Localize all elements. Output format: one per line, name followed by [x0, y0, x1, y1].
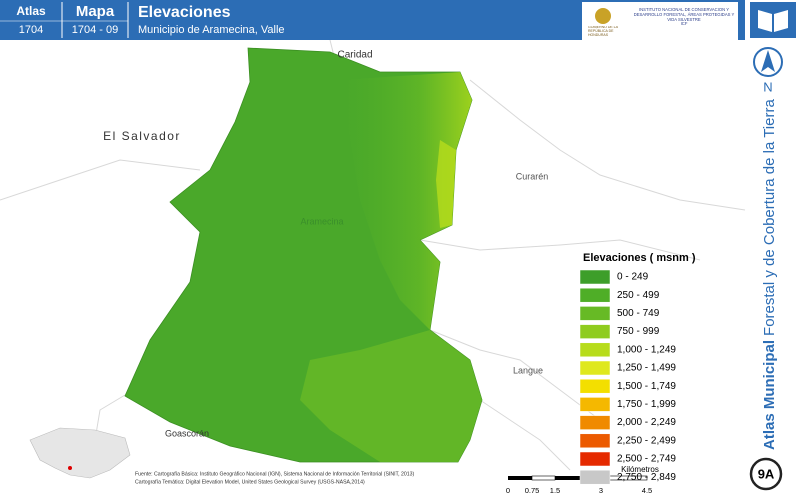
scale-tick: 1.5 — [550, 486, 560, 495]
inset-map — [29, 427, 131, 479]
place-label: Langue — [513, 365, 543, 375]
legend-swatch — [579, 287, 611, 303]
legend-swatch — [579, 433, 611, 449]
highlands-south — [300, 330, 482, 462]
map-title: Elevaciones — [138, 4, 231, 21]
legend-label: 2,000 - 2,249 — [617, 417, 676, 428]
north-letter: N — [763, 79, 772, 94]
scale-tick: 4.5 — [642, 486, 652, 495]
logo-emblem — [595, 8, 611, 24]
peak-area — [436, 140, 456, 228]
legend-label: 2,500 - 2,749 — [617, 454, 676, 465]
place-label: Curarén — [516, 171, 549, 181]
inset-location — [68, 466, 72, 470]
legend-swatch — [579, 269, 611, 285]
legend-label: 2,250 - 2,499 — [617, 435, 676, 446]
place-label: Goascorán — [165, 428, 209, 438]
legend-swatch — [579, 415, 611, 430]
map-label: Mapa — [76, 3, 115, 20]
scale-tick: 0.75 — [525, 486, 540, 495]
legend-swatch — [579, 306, 611, 321]
north-arrow — [761, 50, 775, 72]
atlas-number: 1704 — [19, 24, 43, 36]
place-label: Caridad — [337, 50, 372, 61]
legend-label: 1,750 - 1,999 — [617, 399, 676, 410]
legend-swatch — [579, 451, 611, 467]
legend-title: Elevaciones ( msnm ) — [583, 252, 696, 264]
logo-left: GOBIERNO DE LA REPÚBLICA DE HONDURAS — [588, 26, 618, 37]
scale-tick: 3 — [599, 486, 603, 495]
side-title-rest: Forestal y de Cobertura de la Tierra — [761, 99, 778, 336]
source-line: Fuente: Cartografía Básica: Instituto Ge… — [135, 471, 415, 477]
highlands-east — [340, 72, 472, 330]
legend-label: 750 - 999 — [617, 326, 660, 337]
badge-text: 9A — [758, 466, 775, 481]
logo-acronym: ICF — [680, 21, 688, 27]
source-line: Cartografía Temática: Digital Elevation … — [135, 479, 365, 485]
legend-label: 500 - 749 — [617, 308, 660, 319]
legend-swatch — [579, 397, 611, 412]
scale-tick: 0 — [506, 486, 510, 495]
scale-bar — [508, 475, 648, 481]
place-label: Aramecina — [300, 216, 343, 226]
map-number: 1704 - 09 — [72, 24, 118, 36]
logo-left-text: GOBIERNO DE LA REPÚBLICA DE HONDURAS — [588, 26, 618, 37]
legend-label: 0 - 249 — [617, 272, 649, 283]
book-icon-bg — [750, 2, 796, 38]
side-title: Atlas Municipal Forestal y de Cobertura d… — [761, 99, 778, 450]
legend-label: 250 - 499 — [617, 290, 660, 301]
legend-swatch — [579, 469, 611, 485]
logo-right: INSTITUTO NACIONAL DE CONSERVACIÓN Y DES… — [632, 8, 736, 27]
legend-swatch — [579, 324, 611, 339]
side-title-bold: Atlas Municipal — [761, 340, 778, 450]
legend-label: 1,500 - 1,749 — [617, 381, 676, 392]
scale-unit: Kilómetros — [621, 465, 659, 474]
north-circle — [753, 47, 783, 77]
legend-label: 1,250 - 1,499 — [617, 363, 676, 374]
legend-swatch — [579, 378, 611, 394]
legend-label: 1,000 - 1,249 — [617, 344, 676, 355]
logo-right-name: INSTITUTO NACIONAL DE CONSERVACIÓN Y DES… — [633, 8, 735, 22]
map-subtitle: Municipio de Aramecina, Valle — [138, 24, 285, 36]
book-icon — [758, 10, 788, 32]
legend-swatch — [579, 342, 611, 358]
roads — [0, 39, 746, 471]
place-label: El Salvador — [103, 129, 181, 143]
legend-label: 2,750 - 2,849 — [617, 472, 676, 483]
atlas-label: Atlas — [16, 4, 46, 18]
logo-right-text: INSTITUTO NACIONAL DE CONSERVACIÓN Y DES… — [632, 8, 736, 27]
badge-circle — [749, 457, 783, 491]
legend-swatch — [579, 360, 611, 376]
